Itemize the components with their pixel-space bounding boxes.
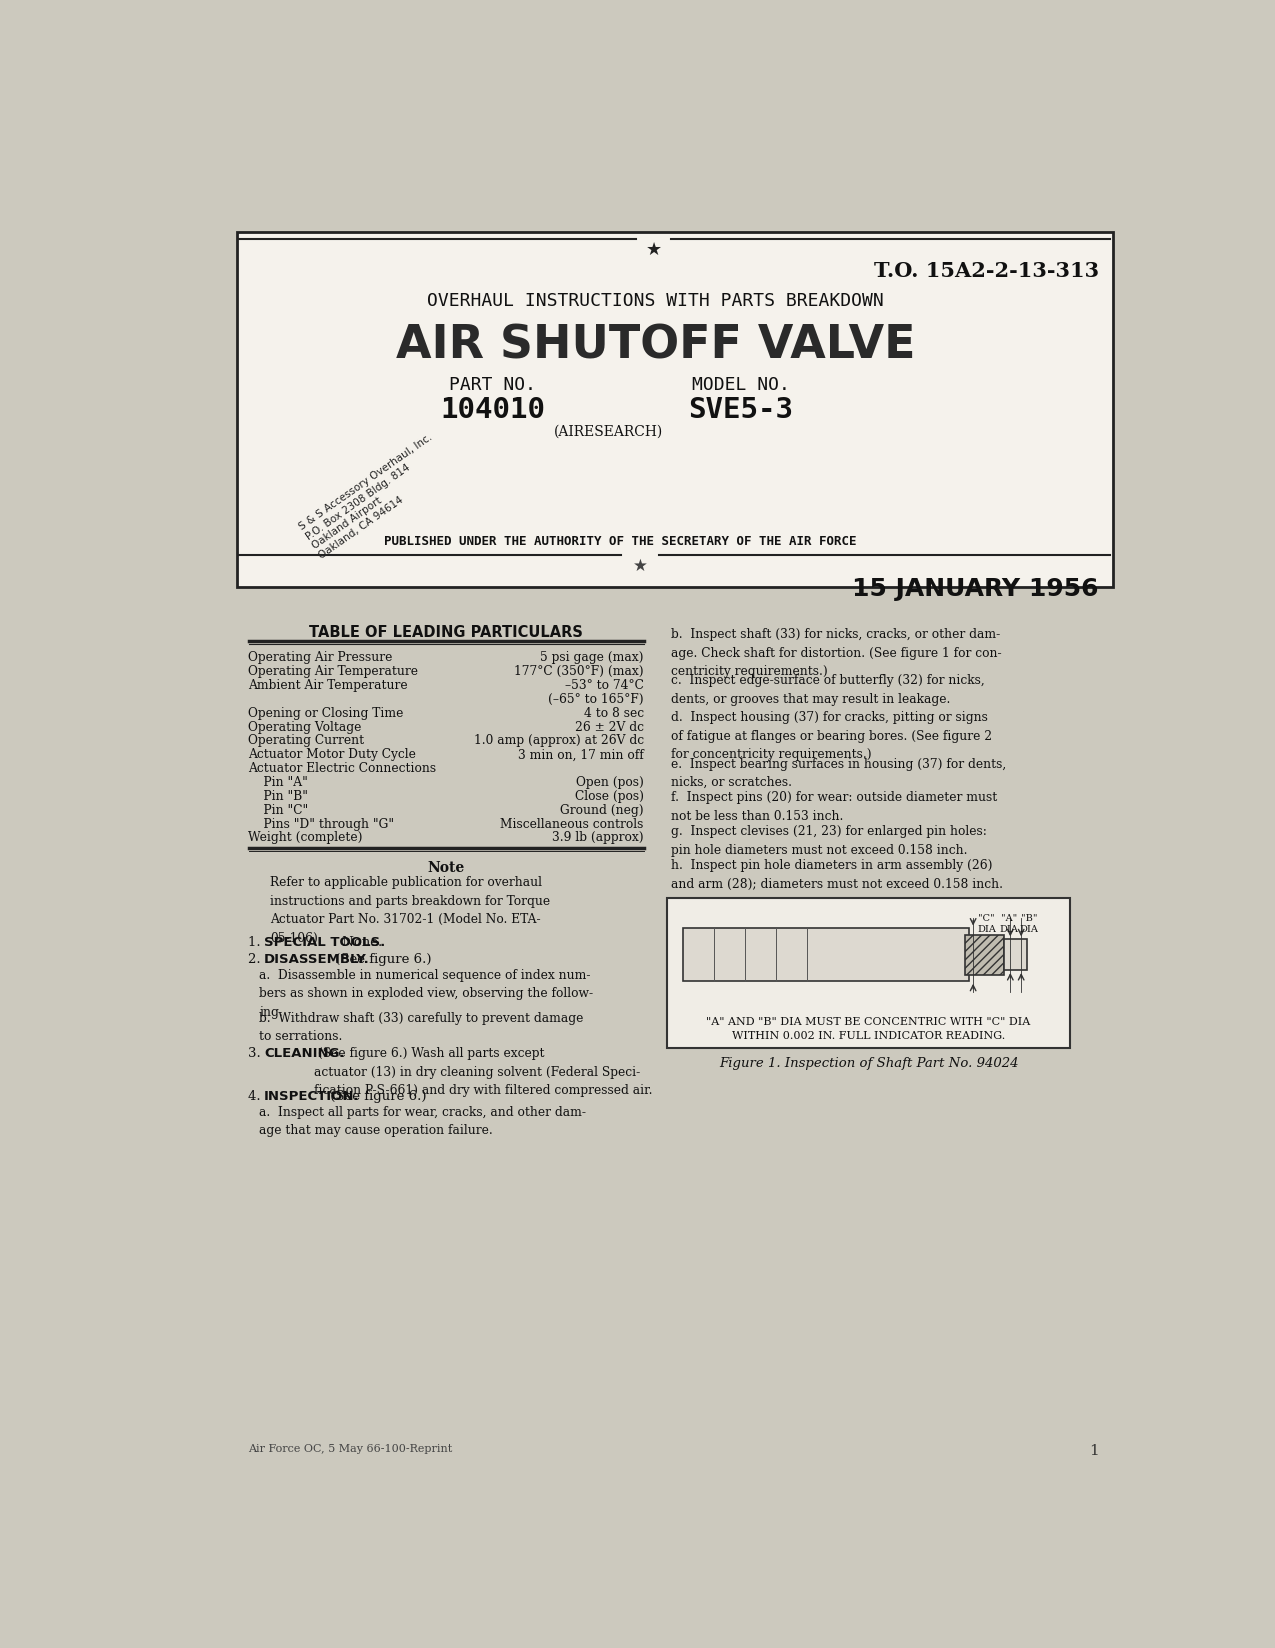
Text: MODEL NO.: MODEL NO.: [691, 376, 789, 394]
Text: Note: Note: [427, 860, 465, 875]
Text: ★: ★: [645, 241, 662, 259]
Text: Operating Air Temperature: Operating Air Temperature: [249, 666, 418, 677]
Text: Actuator Motor Duty Cycle: Actuator Motor Duty Cycle: [249, 748, 417, 761]
Bar: [965, 934, 1005, 974]
Text: OVERHAUL INSTRUCTIONS WITH PARTS BREAKDOWN: OVERHAUL INSTRUCTIONS WITH PARTS BREAKDO…: [427, 292, 884, 310]
Text: 4.: 4.: [249, 1091, 269, 1103]
Text: 3 min on, 17 min off: 3 min on, 17 min off: [518, 748, 644, 761]
Text: PUBLISHED UNDER THE AUTHORITY OF THE SECRETARY OF THE AIR FORCE: PUBLISHED UNDER THE AUTHORITY OF THE SEC…: [384, 536, 857, 549]
Text: Actuator Electric Connections: Actuator Electric Connections: [249, 761, 436, 775]
Text: (See figure 6.) Wash all parts except
actuator (13) in dry cleaning solvent (Fed: (See figure 6.) Wash all parts except ac…: [315, 1046, 653, 1098]
Text: PART NO.: PART NO.: [449, 376, 536, 394]
Text: "A"
DIA: "A" DIA: [1000, 915, 1019, 933]
Text: None.: None.: [338, 936, 382, 949]
Text: Pins "D" through "G": Pins "D" through "G": [249, 817, 395, 831]
Text: SVE5-3: SVE5-3: [688, 397, 793, 425]
Text: Refer to applicable publication for overhaul
instructions and parts breakdown fo: Refer to applicable publication for over…: [270, 877, 551, 944]
Text: ★: ★: [632, 557, 648, 575]
Text: Ground (neg): Ground (neg): [560, 804, 644, 817]
Text: Ambient Air Temperature: Ambient Air Temperature: [249, 679, 408, 692]
Text: a.  Inspect all parts for wear, cracks, and other dam-
age that may cause operat: a. Inspect all parts for wear, cracks, a…: [259, 1106, 586, 1137]
Text: (See figure 6.): (See figure 6.): [332, 953, 432, 966]
Text: AIR SHUTOFF VALVE: AIR SHUTOFF VALVE: [395, 323, 915, 368]
Bar: [1005, 939, 1028, 971]
Text: (See figure 6.): (See figure 6.): [326, 1091, 427, 1103]
Text: 3.9 lb (approx): 3.9 lb (approx): [552, 832, 644, 844]
Text: 1.: 1.: [249, 936, 269, 949]
Text: 3.: 3.: [249, 1046, 270, 1060]
Bar: [237, 232, 1113, 587]
Text: (AIRESEARCH): (AIRESEARCH): [555, 425, 663, 438]
Text: Pin "B": Pin "B": [249, 789, 309, 803]
Text: 104010: 104010: [440, 397, 546, 425]
Text: b.  Withdraw shaft (33) carefully to prevent damage
to serrations.: b. Withdraw shaft (33) carefully to prev…: [259, 1012, 584, 1043]
Text: Weight (complete): Weight (complete): [249, 832, 363, 844]
Text: SPECIAL TOOLS.: SPECIAL TOOLS.: [264, 936, 385, 949]
Text: CLEANING.: CLEANING.: [264, 1046, 344, 1060]
Text: (–65° to 165°F): (–65° to 165°F): [548, 692, 644, 705]
Text: "A" AND "B" DIA MUST BE CONCENTRIC WITH "C" DIA
WITHIN 0.002 IN. FULL INDICATOR : "A" AND "B" DIA MUST BE CONCENTRIC WITH …: [706, 1017, 1030, 1042]
Text: 177°C (350°F) (max): 177°C (350°F) (max): [514, 666, 644, 677]
Text: 15 JANUARY 1956: 15 JANUARY 1956: [852, 577, 1099, 600]
Text: Close (pos): Close (pos): [575, 789, 644, 803]
Text: h.  Inspect pin hole diameters in arm assembly (26)
and arm (28); diameters must: h. Inspect pin hole diameters in arm ass…: [671, 859, 1003, 890]
Text: Opening or Closing Time: Opening or Closing Time: [249, 707, 404, 720]
Text: 4 to 8 sec: 4 to 8 sec: [584, 707, 644, 720]
Text: g.  Inspect clevises (21, 23) for enlarged pin holes:
pin hole diameters must no: g. Inspect clevises (21, 23) for enlarge…: [671, 826, 987, 857]
Text: d.  Inspect housing (37) for cracks, pitting or signs
of fatigue at flanges or b: d. Inspect housing (37) for cracks, pitt…: [671, 712, 992, 761]
Text: S & S Accessory Overhaul, Inc.
P.O. Box 2308 Bldg. 814
Oakland Airport
Oakland, : S & S Accessory Overhaul, Inc. P.O. Box …: [297, 432, 454, 560]
Text: 26 ± 2V dc: 26 ± 2V dc: [575, 720, 644, 733]
Text: –53° to 74°C: –53° to 74°C: [565, 679, 644, 692]
Text: Open (pos): Open (pos): [576, 776, 644, 789]
Text: b.  Inspect shaft (33) for nicks, cracks, or other dam-
age. Check shaft for dis: b. Inspect shaft (33) for nicks, cracks,…: [671, 628, 1001, 679]
Text: Operating Voltage: Operating Voltage: [249, 720, 362, 733]
Text: Pin "C": Pin "C": [249, 804, 309, 817]
Text: a.  Disassemble in numerical sequence of index num-
bers as shown in exploded vi: a. Disassemble in numerical sequence of …: [259, 969, 593, 1018]
Text: T.O. 15A2-2-13-313: T.O. 15A2-2-13-313: [873, 260, 1099, 280]
Bar: [682, 928, 969, 981]
Text: "B"
DIA: "B" DIA: [1020, 915, 1038, 933]
Text: 1: 1: [1089, 1444, 1099, 1457]
Text: e.  Inspect bearing surfaces in housing (37) for dents,
nicks, or scratches.: e. Inspect bearing surfaces in housing (…: [671, 758, 1006, 789]
Text: 2.: 2.: [249, 953, 269, 966]
Text: Miscellaneous controls: Miscellaneous controls: [500, 817, 644, 831]
Text: 1.0 amp (approx) at 26V dc: 1.0 amp (approx) at 26V dc: [473, 735, 644, 748]
Text: DISASSEMBLY.: DISASSEMBLY.: [264, 953, 370, 966]
Text: c.  Inspect edge-surface of butterfly (32) for nicks,
dents, or grooves that may: c. Inspect edge-surface of butterfly (32…: [671, 674, 984, 705]
Text: 5 psi gage (max): 5 psi gage (max): [541, 651, 644, 664]
Text: Figure 1. Inspection of Shaft Part No. 94024: Figure 1. Inspection of Shaft Part No. 9…: [719, 1056, 1019, 1070]
Text: "C"
DIA: "C" DIA: [978, 915, 997, 933]
Text: Pin "A": Pin "A": [249, 776, 309, 789]
Bar: [667, 898, 1070, 1048]
Text: Operating Current: Operating Current: [249, 735, 365, 748]
Text: INSPECTION.: INSPECTION.: [264, 1091, 360, 1103]
Text: TABLE OF LEADING PARTICULARS: TABLE OF LEADING PARTICULARS: [309, 625, 583, 639]
Text: f.  Inspect pins (20) for wear: outside diameter must
not be less than 0.153 inc: f. Inspect pins (20) for wear: outside d…: [671, 791, 997, 822]
Text: Air Force OC, 5 May 66-100-Reprint: Air Force OC, 5 May 66-100-Reprint: [249, 1444, 453, 1454]
Text: Operating Air Pressure: Operating Air Pressure: [249, 651, 393, 664]
